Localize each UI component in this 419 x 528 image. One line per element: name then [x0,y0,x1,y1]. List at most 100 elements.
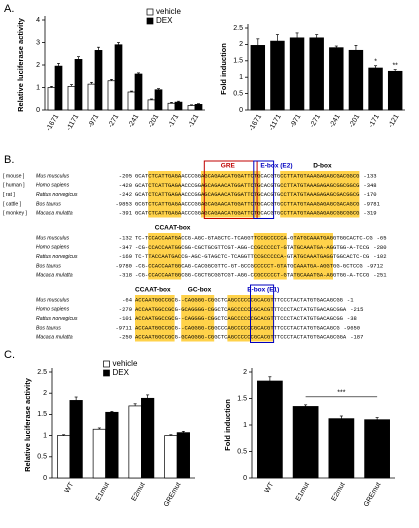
bar [309,37,324,111]
species-name: Homo sapiens [36,183,70,189]
seq-start: -420 [119,182,132,189]
y-tick-label: 1 [36,84,40,91]
legend-swatch [103,369,110,377]
x-tick-label: -201 [348,113,361,129]
x-tick-label: -1671 [248,113,263,132]
sequence: ACCAATGGCCGCG--CAGGGG-CGGCTCAGCCCCCCGCAC… [135,296,343,303]
sequence: TC-TTACCAATGACCG-AGC-GTAGCTC-TCAGGTTCCGC… [135,253,369,260]
seq-end: -65 [377,234,387,241]
bar [364,419,390,479]
x-tick-label: -171 [167,113,180,129]
x-tick-label: -1171 [268,113,283,132]
bar [154,89,163,111]
y-tick-label: 2 [243,369,247,376]
y-tick-label: 0.5 [37,454,47,461]
seq-start: -9711 [115,324,132,331]
bar [167,102,176,111]
highlight [280,171,360,218]
panel-label: A. [4,3,14,15]
species-name: Macaca mulatta [36,273,73,279]
y-tick-label: 3 [36,39,40,46]
y-axis-label: Fold induction [223,399,232,451]
seq-start: -242 [119,191,132,198]
seq-start: -347 [119,244,132,251]
sequence: GCATCTCATTGAGAACCCGGAGCAGAACATGGATTCTGCA… [135,182,359,189]
x-tick-label: E1mut [95,481,111,502]
x-tick-label: -121 [187,113,200,129]
x-tick-label: -1671 [45,113,60,132]
species-name: Mus musculus [36,297,70,303]
x-tick-label: -271 [309,113,322,129]
legend-label: DEX [113,368,130,377]
x-tick-label: E2mut [331,481,347,502]
x-tick-label: -171 [368,113,381,129]
legend-label: DEX [156,16,173,25]
bar [257,380,283,479]
species-name: Rattus norvegicus [36,316,78,322]
bar [141,397,155,479]
species-tag: [ monkey ] [3,211,27,217]
highlight [293,233,333,280]
highlight [148,233,182,280]
species-name: Bos taurus [36,325,61,331]
sequence: -CG-CCACCAATGGCAG-CACGGCGTTC-GT-GCCGCCCC… [135,262,363,269]
seq-start: -132 [119,234,132,241]
y-axis-label: Relative luciferase activity [23,377,32,472]
x-tick-label: -971 [87,113,100,129]
highlight [201,171,261,218]
seq-start: -391 [119,210,133,217]
motif-label: CCAAT-box [135,287,171,294]
y-tick-label: 4 [36,17,40,24]
panel-label: C. [4,349,15,361]
species-tag: [ rat ] [3,192,15,198]
bar [329,47,344,111]
x-tick-label: -241 [329,113,342,129]
sequence: GCATCTCATTGAGAACCCGGAGCAGAACATGGATTCTGCA… [135,191,359,198]
annotation: * [374,59,377,66]
sequence: GCATCTCATTGAGAACCCGGAGCAGAACATGGATTCTGCA… [135,210,359,217]
species-name: Bos taurus [36,263,61,269]
bar [164,435,178,479]
highlight [253,233,287,280]
x-tick-label: -271 [107,113,120,129]
annotation: *** [337,390,345,397]
seq-end: -9712 [367,262,384,269]
y-axis-label: Relative luciferase activity [16,17,25,112]
sequence: TC-TCCACCAATGACCG-AGC-GTAGCTC-TCAGGTTCCG… [135,234,373,241]
bar [54,65,63,111]
bar [328,418,355,479]
sequence: ACCAATGGCCGCG--CAGGGG-CGGCCCAGCCCCCCGCAC… [135,324,340,331]
seq-end: -251 [373,272,387,279]
bar [147,99,156,111]
y-tick-label: 2.5 [233,25,243,32]
bar [47,87,56,111]
bar [105,411,119,479]
seq-start: -205 [119,172,132,179]
bar [114,44,123,111]
motif-label: GRE [221,163,236,170]
y-axis-label: Fold induction [219,43,228,95]
y-tick-label: 0 [239,107,243,114]
annotation: ** [392,62,398,69]
seq-start: -64 [122,296,133,303]
y-tick-label: 1.5 [233,58,243,65]
bar [387,70,403,111]
legend-swatch [146,17,154,25]
seq-end: -187 [350,334,363,341]
panel-label: B. [4,154,14,166]
motif-box [203,160,258,219]
y-tick-label: 1 [43,432,47,439]
y-tick-label: 0.5 [237,448,247,455]
bar [74,59,83,111]
motif-box [253,160,275,219]
seq-start: -9853 [115,200,132,207]
seq-end: -215 [350,306,363,313]
bar [87,83,96,111]
species-name: Rattus norvegicus [36,192,78,198]
x-tick-label: -121 [387,113,400,129]
legend-swatch [146,8,154,16]
legend-label: vehicle [156,7,181,16]
y-tick-label: 0 [43,475,47,482]
x-tick-label: -241 [127,113,140,129]
species-name: Bos taurus [36,201,61,207]
